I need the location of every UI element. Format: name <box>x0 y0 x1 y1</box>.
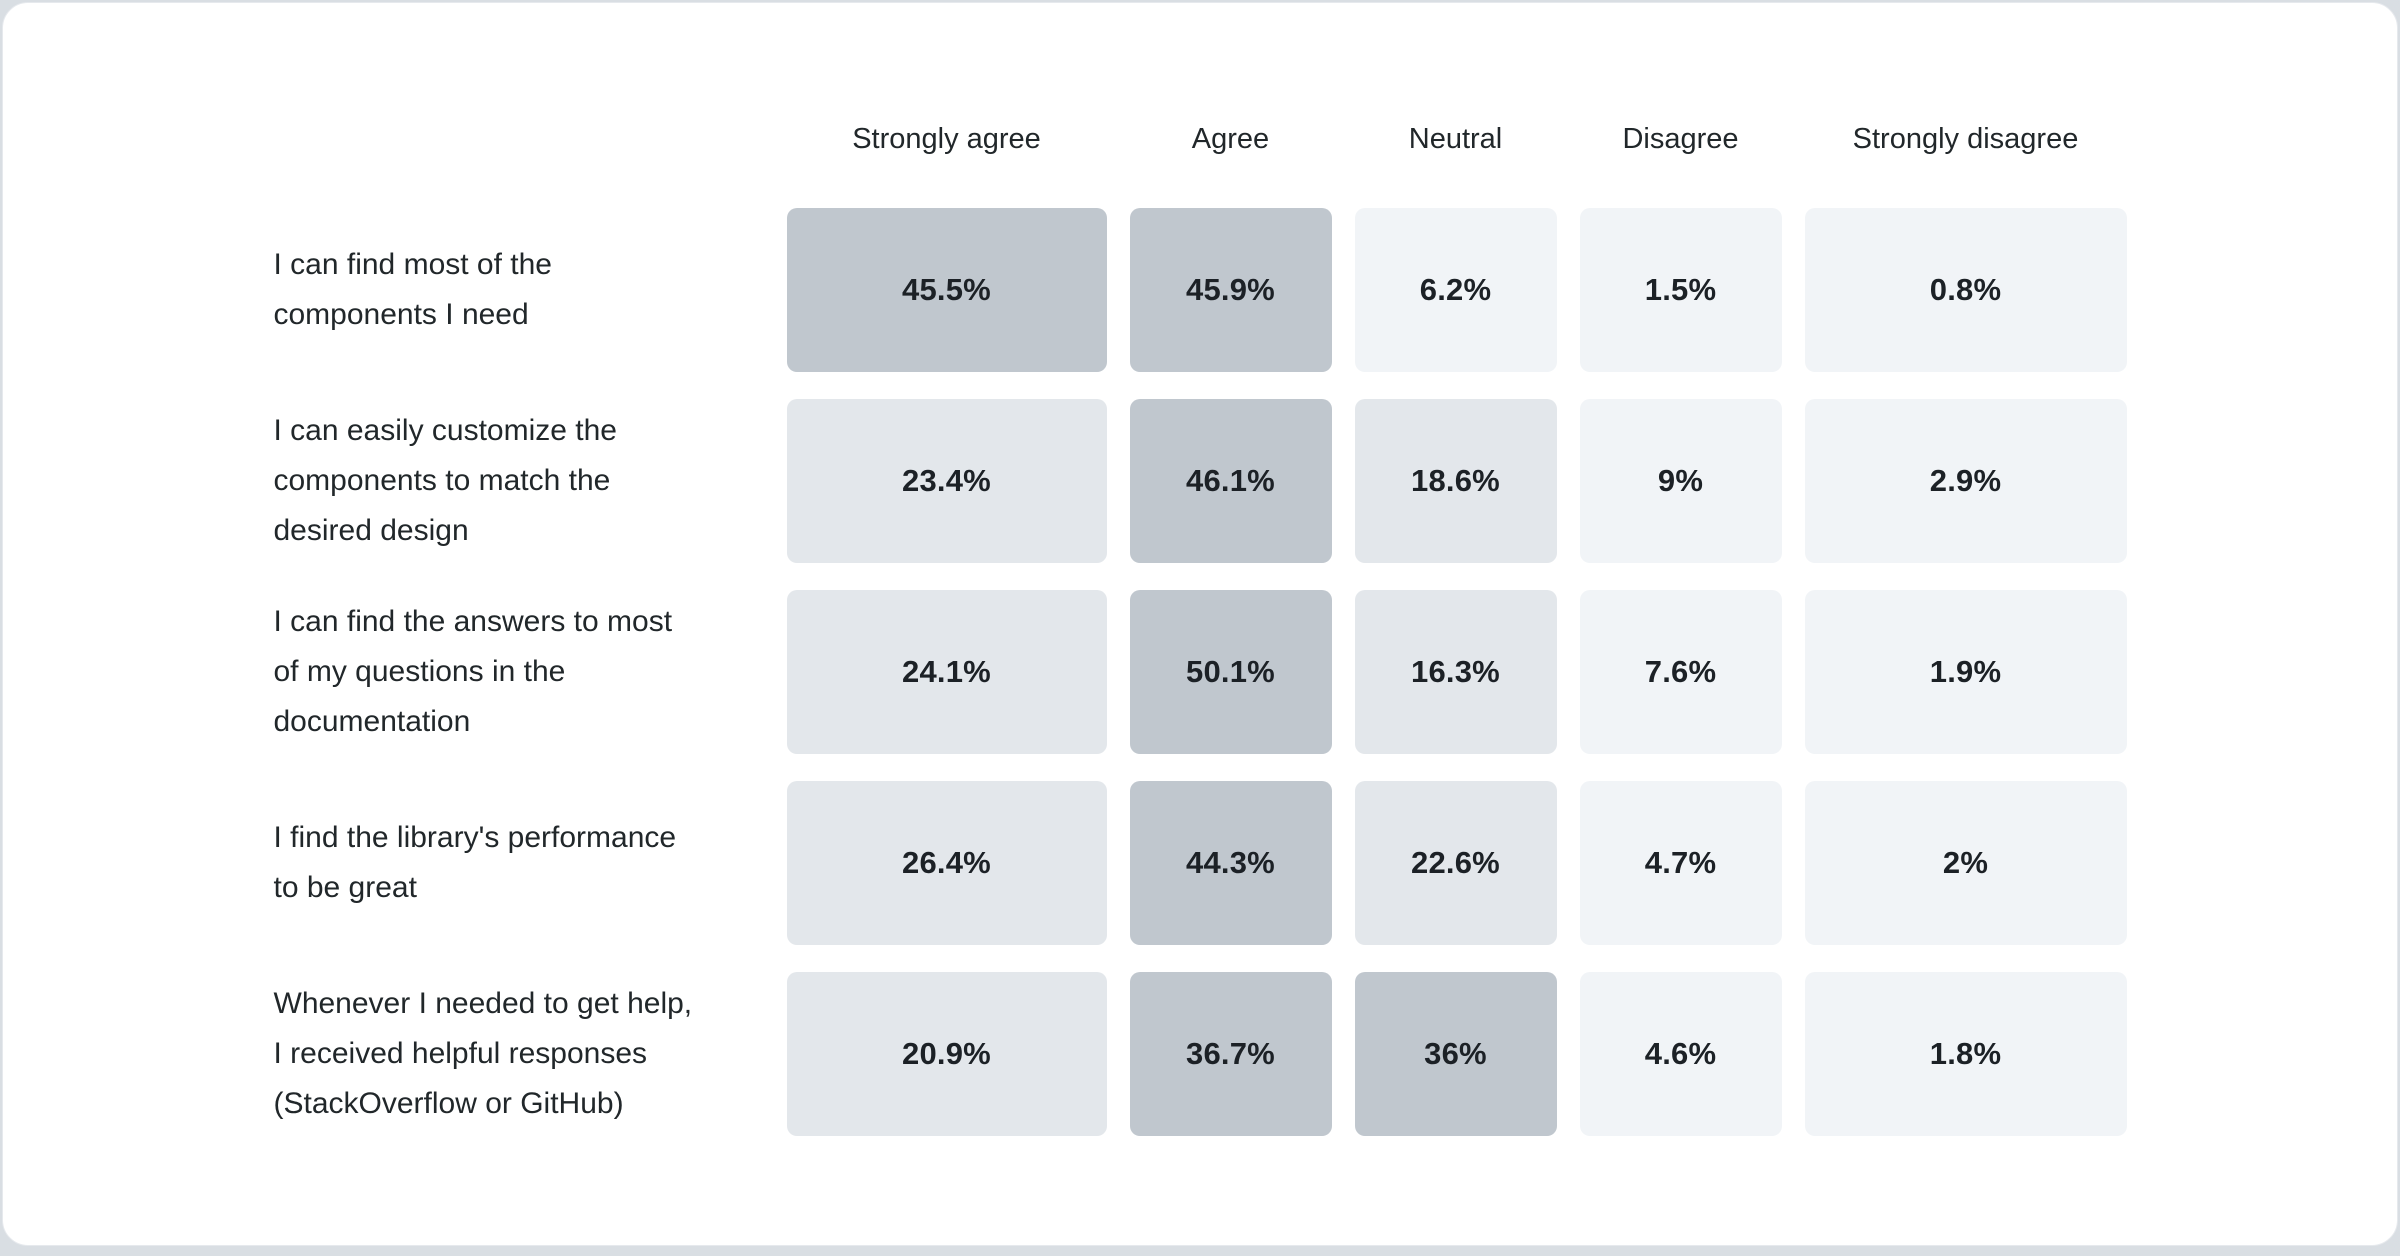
row-label: I can find the answers to most of my que… <box>273 605 673 738</box>
heatmap-cell: 45.9% <box>1129 208 1332 372</box>
column-header: Strongly disagree <box>1852 123 2079 155</box>
heatmap-cell: 22.6% <box>1354 781 1557 945</box>
heatmap-cell: 1.8% <box>1804 972 2127 1136</box>
heatmap-cell: 9% <box>1579 399 1782 563</box>
row-label: I can easily customize the components to… <box>273 414 618 547</box>
heatmap-cell: 4.7% <box>1579 781 1782 945</box>
row-label: I find the library's performance to be g… <box>273 821 677 904</box>
heatmap-cell: 46.1% <box>1129 399 1332 563</box>
heatmap-cell: 18.6% <box>1354 399 1557 563</box>
heatmap-cell: 6.2% <box>1354 208 1557 372</box>
heatmap-cell: 45.5% <box>786 208 1107 372</box>
heatmap-cell: 36.7% <box>1129 972 1332 1136</box>
heatmap-cell: 20.9% <box>786 972 1107 1136</box>
column-header: Disagree <box>1622 123 1739 155</box>
heatmap-cell: 23.4% <box>786 399 1107 563</box>
heatmap-cell: 7.6% <box>1579 590 1782 754</box>
heatmap-cell: 16.3% <box>1354 590 1557 754</box>
heatmap-cell: 4.6% <box>1579 972 1782 1136</box>
heatmap-corner-spacer <box>274 109 764 181</box>
heatmap-cell: 44.3% <box>1129 781 1332 945</box>
row-label: I can find most of the components I need <box>273 248 552 331</box>
heatmap-cell: 1.9% <box>1804 590 2127 754</box>
heatmap-cell: 1.5% <box>1579 208 1782 372</box>
column-header: Agree <box>1191 123 1270 155</box>
column-header: Neutral <box>1408 123 1503 155</box>
heatmap-cell: 24.1% <box>786 590 1107 754</box>
heatmap-cell: 50.1% <box>1129 590 1332 754</box>
heatmap-cell: 2.9% <box>1804 399 2127 563</box>
survey-heatmap: Strongly agree Agree Neutral Disagree Strong… <box>274 109 2127 1136</box>
heatmap-cell: 36% <box>1354 972 1557 1136</box>
heatmap-cell: 0.8% <box>1804 208 2127 372</box>
heatmap-cell: 2% <box>1804 781 2127 945</box>
column-header: Strongly agree <box>852 123 1041 155</box>
heatmap-cell: 26.4% <box>786 781 1107 945</box>
row-label: Whenever I needed to get help, I receive… <box>273 987 693 1120</box>
